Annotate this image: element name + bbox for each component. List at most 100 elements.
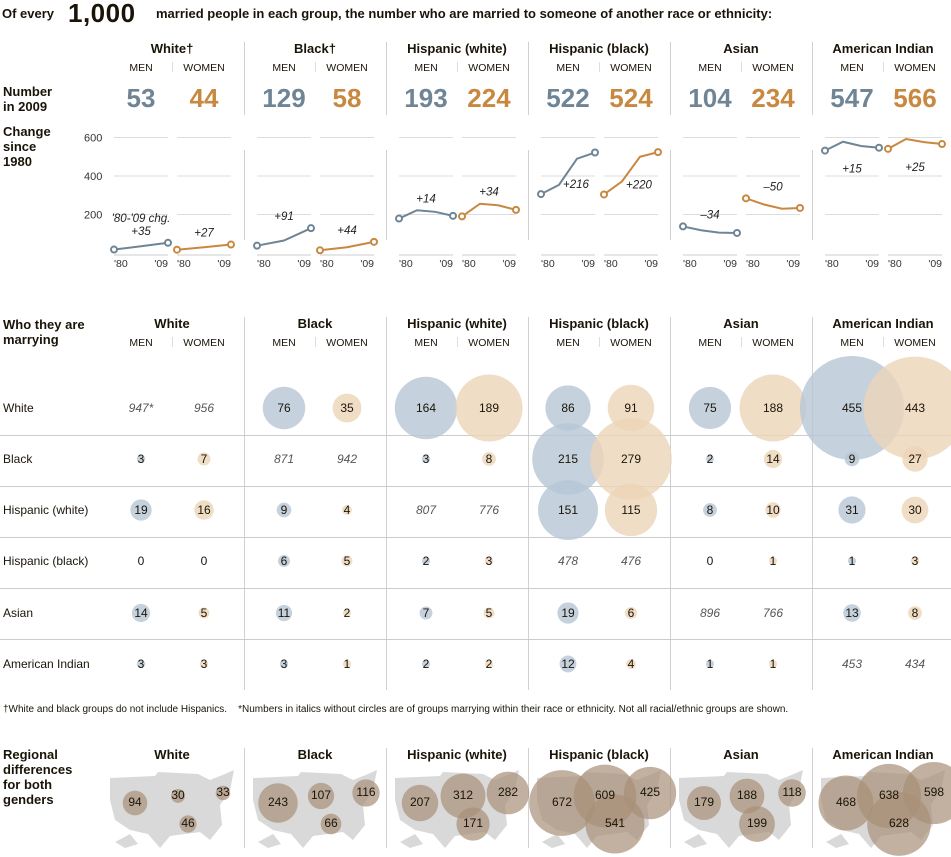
group-header: Asian — [723, 41, 759, 56]
men-2009-number: 193 — [404, 83, 448, 113]
region-bubble — [307, 782, 335, 810]
women-bubble — [197, 452, 211, 466]
row-header-number-2009: Number in 2009 — [3, 84, 53, 114]
women-bubble — [763, 449, 783, 469]
men-2009-number: 547 — [830, 83, 874, 113]
women-bubble — [484, 556, 494, 566]
men-bubble — [706, 660, 714, 668]
men-cell-value: 896 — [699, 606, 721, 620]
series-endpoint — [733, 228, 741, 237]
men-bubble — [844, 451, 860, 467]
men-cell-value: 3 — [280, 657, 288, 671]
sex-divider — [599, 337, 600, 347]
x-tick-label: '09 — [217, 258, 231, 270]
sex-divider — [315, 337, 316, 347]
women-bubble — [607, 384, 655, 432]
women-bubble — [769, 660, 777, 668]
men-cell-value: 0 — [137, 554, 145, 568]
sex-divider — [457, 62, 458, 72]
men-cell-value: 0 — [706, 554, 714, 568]
series-endpoint — [796, 203, 804, 212]
women-bubble — [343, 660, 351, 668]
women-label: WOMEN — [326, 337, 368, 349]
women-2009-number: 224 — [467, 83, 511, 113]
group-header: American Indian — [832, 316, 934, 331]
women-cell-value: 91 — [624, 401, 638, 415]
men-cell-value: 9 — [280, 503, 288, 517]
region-bubble — [171, 789, 185, 803]
men-bubble — [136, 659, 146, 669]
sex-divider — [457, 337, 458, 347]
group-header: Asian — [723, 316, 759, 331]
column-divider — [528, 150, 529, 240]
men-cell-value: 3 — [422, 452, 430, 466]
x-tick-label: '09 — [360, 258, 374, 270]
men-label: MEN — [698, 337, 722, 349]
women-cell-value: 35 — [340, 401, 354, 415]
women-bubble — [482, 452, 496, 466]
women-cell-value: 3 — [485, 554, 493, 568]
group-header: Hispanic (white) — [407, 747, 507, 762]
women-cell-value: 476 — [620, 554, 642, 568]
men-cell-value: 19 — [561, 606, 575, 620]
change-label: –50 — [762, 181, 783, 193]
women-bubble — [343, 609, 351, 617]
men-cell-value: 31 — [845, 503, 859, 517]
series-line — [398, 209, 454, 220]
men-cell-value: 76 — [277, 401, 291, 415]
alaska-map-icon — [115, 834, 138, 848]
x-tick-label: '09 — [581, 258, 595, 270]
region-bubble — [352, 779, 380, 807]
men-bubble — [421, 454, 431, 464]
women-cell-value: 27 — [908, 452, 922, 466]
women-cell-value: 6 — [627, 606, 635, 620]
series-endpoint — [110, 245, 118, 254]
x-tick-label: '80 — [541, 258, 555, 270]
region-bubble — [401, 784, 439, 822]
men-label: MEN — [556, 62, 580, 74]
series-line — [745, 197, 801, 210]
men-cell-value: 9 — [848, 452, 856, 466]
women-bubble — [910, 556, 920, 566]
series-endpoint — [679, 222, 687, 231]
women-cell-value: 776 — [478, 503, 500, 517]
column-divider — [812, 748, 813, 848]
x-tick-label: '80 — [177, 258, 191, 270]
men-bubble — [136, 454, 146, 464]
women-bubble — [342, 505, 352, 515]
series-endpoint — [227, 240, 235, 249]
column-divider — [670, 42, 671, 115]
men-cell-value: 3 — [137, 657, 145, 671]
men-cell-value: 1 — [706, 657, 714, 671]
region-value: 598 — [923, 785, 945, 799]
men-cell-value: 8 — [706, 503, 714, 517]
region-value: 179 — [693, 795, 715, 809]
column-divider — [386, 748, 387, 848]
group-header: White† — [150, 41, 194, 56]
men-label: MEN — [414, 62, 438, 74]
women-bubble — [765, 502, 781, 518]
sex-divider — [315, 62, 316, 72]
men-bubble — [843, 604, 861, 622]
men-bubble — [422, 660, 430, 668]
women-2009-number: 524 — [609, 83, 653, 113]
matrix-row-label: Black — [3, 452, 33, 466]
series-endpoint — [884, 144, 892, 153]
region-bubble — [739, 806, 775, 842]
row-header-who-marrying: Who they are marrying — [3, 317, 85, 347]
alaska-map-icon — [826, 834, 849, 848]
women-label: WOMEN — [468, 337, 510, 349]
series-line — [176, 243, 232, 251]
men-label: MEN — [129, 62, 153, 74]
sex-divider — [741, 337, 742, 347]
women-label: WOMEN — [183, 337, 225, 349]
title-prefix: Of every — [2, 6, 55, 21]
women-bubble — [739, 374, 807, 442]
women-label: WOMEN — [752, 62, 794, 74]
series-endpoint — [875, 143, 883, 152]
women-2009-number: 234 — [751, 83, 795, 113]
title-big-number: 1,000 — [68, 0, 136, 28]
women-bubble — [455, 374, 523, 442]
series-line — [682, 225, 738, 234]
series-line — [319, 240, 375, 252]
